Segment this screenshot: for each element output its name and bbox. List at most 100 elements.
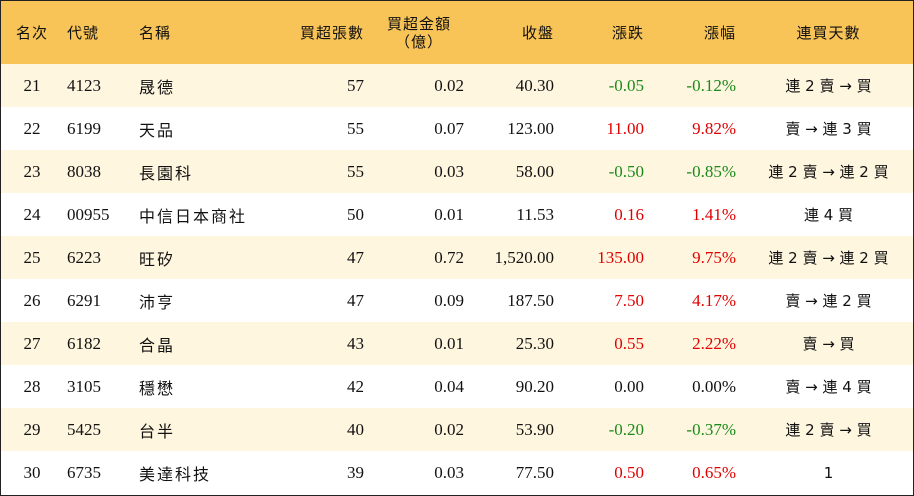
change-pct-cell: 2.22% [692,333,736,353]
change-cell: -0.20 [608,419,644,439]
close-cell: 11.53 [516,204,554,224]
rank-cell: 25 [23,247,41,267]
net-amount-cell: 0.72 [434,247,464,267]
name-cell: 長園科 [139,163,194,183]
code-cell: 5425 [67,419,101,439]
header-net-amount: 買超金額 （億） [374,1,474,64]
change-cell: 0.50 [614,462,644,482]
rank-cell: 28 [23,376,41,396]
code-cell: 8038 [67,161,101,181]
close-cell: 187.50 [507,290,554,310]
change-pct-cell: 9.82% [692,118,736,138]
rank-cell: 26 [23,290,41,310]
change-cell: -0.05 [608,75,644,95]
close-cell: 90.20 [515,376,554,396]
table-row: 30 6735 美達科技 39 0.03 77.50 0.50 0.65% 1 [1,451,913,494]
name-cell: 中信日本商社 [139,206,248,226]
close-cell: 53.90 [515,419,554,439]
close-cell: 77.50 [515,462,554,482]
change-pct-cell: -0.12% [686,75,736,95]
rank-cell: 29 [23,419,41,439]
table-row: 26 6291 沛亨 47 0.09 187.50 7.50 4.17% 賣 → 連 2 買 [1,279,913,322]
net-volume-cell: 55 [347,161,364,181]
change-pct-cell: -0.37% [686,419,736,439]
table-row: 22 6199 天品 55 0.07 123.00 11.00 9.82% 賣 → 連 3 買 [1,107,913,150]
code-cell: 6291 [67,290,101,310]
change-pct-cell: 0.65% [692,462,736,482]
name-cell: 穩懋 [139,378,176,398]
header-code: 代號 [67,24,100,42]
table-row: 21 4123 晟德 57 0.02 40.30 -0.05 -0.12% 連 2 賣 → 買 [1,64,913,107]
streak-cell: 賣 → 連 4 買 [785,378,872,396]
net-volume-cell: 40 [347,419,364,439]
header-name: 名稱 [139,24,172,42]
net-volume-cell: 57 [347,75,364,95]
close-cell: 58.00 [515,161,554,181]
change-cell: 135.00 [597,247,644,267]
name-cell: 沛亨 [139,292,176,312]
header-streak: 連買天數 [796,24,861,42]
change-pct-cell: 4.17% [692,290,736,310]
name-cell: 合晶 [139,335,176,355]
streak-cell: 賣 → 連 3 買 [785,120,872,138]
name-cell: 天品 [139,120,176,140]
net-amount-cell: 0.02 [434,75,464,95]
net-amount-cell: 0.04 [434,376,464,396]
code-cell: 6182 [67,333,101,353]
close-cell: 123.00 [507,118,554,138]
rank-cell: 22 [23,118,41,138]
header-net-volume: 買超張數 [299,24,364,42]
change-pct-cell: 9.75% [692,247,736,267]
header-close: 收盤 [521,24,554,42]
code-cell: 6735 [67,462,101,482]
table-row: 24 00955 中信日本商社 50 0.01 11.53 0.16 1.41% 連 4 買 [1,193,913,236]
code-cell: 6199 [67,118,101,138]
table-header-row: 名次 代號 名稱 買超張數 買超金額 （億） 收盤 漲跌 漲幅 連買天數 [1,1,913,64]
net-volume-cell: 39 [347,462,364,482]
change-cell: 0.55 [614,333,644,353]
name-cell: 晟德 [139,77,176,97]
header-change-pct: 漲幅 [703,24,736,42]
net-volume-cell: 47 [347,247,364,267]
net-amount-cell: 0.09 [434,290,464,310]
rank-cell: 30 [23,462,41,482]
name-cell: 台半 [139,421,176,441]
close-cell: 25.30 [515,333,554,353]
net-amount-cell: 0.02 [434,419,464,439]
streak-cell: 連 2 賣 → 買 [785,77,872,95]
header-change: 漲跌 [611,24,644,42]
table-row: 23 8038 長園科 55 0.03 58.00 -0.50 -0.85% 連 2 賣 → 連… [1,150,913,193]
change-cell: 11.00 [606,118,644,138]
net-amount-cell: 0.03 [434,161,464,181]
name-cell: 美達科技 [139,464,212,484]
change-cell: -0.50 [608,161,644,181]
net-amount-cell: 0.03 [434,462,464,482]
header-net-amount-line2: （億） [394,32,443,51]
streak-cell: 賣 → 買 [802,335,855,353]
net-amount-cell: 0.01 [434,333,464,353]
change-cell: 7.50 [614,290,644,310]
rank-cell: 24 [23,204,41,224]
rank-cell: 27 [23,333,41,353]
table-row: 28 3105 穩懋 42 0.04 90.20 0.00 0.00% 賣 → 連 4 買 [1,365,913,408]
name-cell: 旺矽 [139,249,176,269]
change-pct-cell: 1.41% [692,204,736,224]
streak-cell: 連 2 賣 → 連 2 買 [768,249,889,267]
net-volume-cell: 42 [347,376,364,396]
change-pct-cell: -0.85% [686,161,736,181]
streak-cell: 連 4 買 [803,206,854,224]
table-row: 25 6223 旺矽 47 0.72 1,520.00 135.00 9.75% 連 2 賣 →… [1,236,913,279]
code-cell: 3105 [67,376,101,396]
change-pct-cell: 0.00% [692,376,736,396]
change-cell: 0.16 [614,204,644,224]
streak-cell: 連 2 賣 → 買 [785,421,872,439]
net-volume-cell: 47 [347,290,364,310]
change-cell: 0.00 [614,376,644,396]
streak-cell: 1 [823,463,834,482]
code-cell: 4123 [67,75,101,95]
streak-cell: 賣 → 連 2 買 [785,292,872,310]
net-volume-cell: 43 [347,333,364,353]
header-net-amount-line1: 買超金額 [386,14,451,33]
